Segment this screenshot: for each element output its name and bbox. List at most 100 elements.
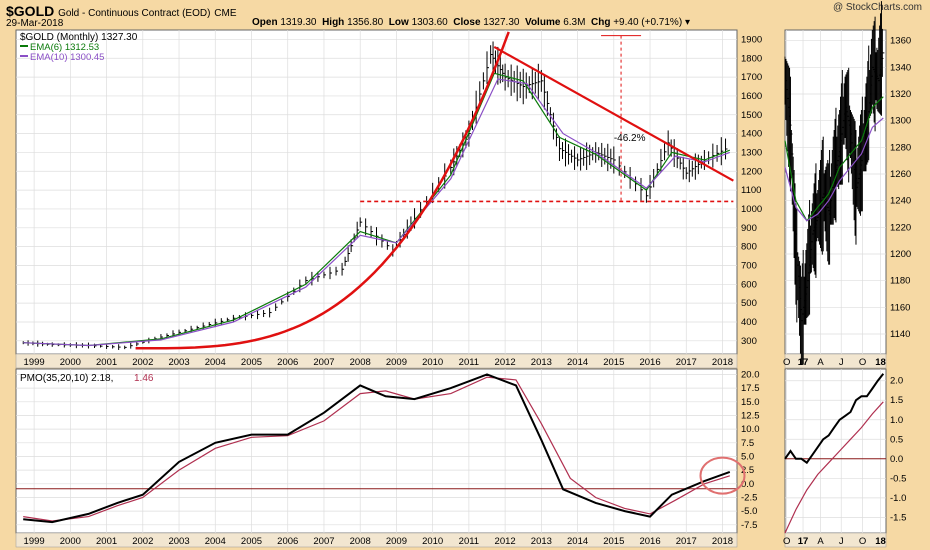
pmo-daily-xtick-label: J [839,536,844,547]
decline-annotation: -46.2% [614,133,646,144]
price-monthly-ytick-label: 1000 [741,204,762,215]
pmo-daily-xtick-label: O [859,536,866,547]
price-monthly-ytick-label: 500 [741,298,757,309]
pmo-monthly-xtick-label: 2002 [132,536,153,547]
price-monthly-xtick-label: 2011 [459,357,479,368]
price-monthly-ytick-label: 1400 [741,129,762,140]
pmo-daily-ytick-label: 1.5 [890,395,903,406]
pmo-daily-xaxis-band [784,532,887,548]
pmo-daily-ytick-label: -1.5 [890,512,906,523]
price-monthly-ytick-label: 1800 [741,53,762,64]
pmo-daily-ytick-label: 0.0 [890,454,903,465]
pmo-monthly-xtick-label: 2018 [712,536,733,547]
pmo-monthly-xtick-label: 1999 [24,536,45,547]
price-daily-ytick-label: 1360 [890,36,911,47]
close-label: Close [453,17,481,28]
pmo-panel-monthly: -7.5 -5.0 -2.5 0.0 2.5 5.0 7.5 10.0 12.5 15.0 17.5… [15,368,760,548]
pmo-daily-signal-line [784,401,884,534]
legend-price: $GOLD (Monthly) 1327.30 [20,32,138,43]
pmo-monthly-xtick-label: 2005 [241,536,262,547]
open-label: Open [252,17,278,28]
price-daily-ytick-label: 1220 [890,222,911,233]
price-daily-ytick-label: 1320 [890,89,911,100]
pmo-monthly-ytick-label: 15.0 [741,397,760,408]
pmo-daily-ytick-label: -0.5 [890,473,906,484]
pmo-daily-ytick-label: 1.0 [890,415,903,426]
pmo-monthly-ytick-label: 5.0 [741,451,754,462]
volume-label: Volume [525,17,561,28]
price-monthly-xtick-label: 2009 [386,357,407,368]
chevron-down-icon[interactable]: ▾ [684,17,690,28]
price-monthly-xaxis-band [15,353,738,369]
price-monthly-xtick-label: 2007 [313,357,334,368]
pmo-monthly-xtick-label: 2011 [459,536,479,547]
watermark: @ StockCharts.com [832,2,922,13]
legend-ema10: EMA(10) 1300.45 [30,52,104,63]
pmo-daily-line [784,373,885,465]
price-daily-ytick-label: 1300 [890,116,911,127]
pmo-daily-xtick-label: A [817,536,824,547]
price-daily-ytick-label: 1340 [890,62,911,73]
ema6-line-daily [784,96,884,222]
price-monthly-xtick-label: 2012 [495,357,516,368]
open-value: 1319.30 [280,17,317,28]
pmo-monthly-xtick-label: 2008 [350,536,371,547]
pmo-signal-line [23,376,730,522]
pmo-monthly-ytick-label: -5.0 [741,506,757,517]
price-daily-xtick-label: J [839,357,844,368]
pmo-monthly-ytick-label: 20.0 [741,369,760,380]
low-value: 1303.60 [411,17,448,28]
pmo-daily-ytick-label: 0.5 [890,434,903,445]
price-monthly-xtick-label: 2008 [350,357,371,368]
pmo-monthly-xtick-label: 2010 [422,536,443,547]
price-daily-ytick-label: 1160 [890,302,910,313]
description: Gold - Continuous Contract (EOD) [58,8,211,19]
legend-pmo-signal: 1.46 [134,373,154,384]
price-monthly-xtick-label: 2010 [422,357,443,368]
price-daily-ytick-label: 1280 [890,142,911,153]
price-monthly-xtick-label: 2004 [205,357,226,368]
price-monthly-ytick-label: 1200 [741,166,762,177]
pmo-monthly-ytick-label: 0.0 [741,479,754,490]
price-monthly-xtick-label: 2001 [96,357,117,368]
price-monthly-ytick-label: 900 [741,223,757,234]
price-monthly-xtick-label: 2017 [676,357,697,368]
ohlc-bar: Open 1319.30 High 1356.80 Low 1303.60 Cl… [252,17,690,28]
price-monthly-ytick-label: 400 [741,317,757,328]
price-daily-ytick-label: 1140 [890,329,910,340]
pmo-daily-ytick-label: 2.0 [890,376,903,387]
price-monthly-xtick-label: 2014 [567,357,588,368]
price-monthly-xtick-label: 1999 [24,357,45,368]
price-daily-ytick-label: 1180 [890,276,910,287]
pmo-monthly-ytick-label: 7.5 [741,438,754,449]
pmo-monthly-xtick-label: 2015 [603,536,624,547]
price-monthly-ytick-label: 600 [741,279,757,290]
pmo-monthly-ytick-label: 10.0 [741,424,760,435]
chg-label: Chg [590,17,611,28]
pmo-monthly-xtick-label: 2000 [60,536,81,547]
pmo-monthly-xtick-label: 2009 [386,536,407,547]
price-monthly-xtick-label: 2015 [603,357,624,368]
price-daily-ytick-label: 1200 [890,249,911,260]
price-monthly-xtick-label: 2006 [277,357,298,368]
price-daily-xtick-label: 18 [875,357,886,368]
price-monthly-ytick-label: 700 [741,260,757,271]
symbol[interactable]: $GOLD [6,3,55,19]
legend-ema6-swatch [20,45,28,47]
chart-date: 29-Mar-2018 [6,18,64,29]
pmo-monthly-xtick-label: 2007 [313,536,334,547]
legend-ema10-swatch [20,55,28,57]
pmo-monthly-frame [15,368,738,534]
pmo-monthly-xtick-label: 2013 [531,536,552,547]
pmo-monthly-ytick-label: -7.5 [741,520,757,531]
ema10-line [23,78,731,347]
pmo-monthly-xtick-label: 2006 [277,536,298,547]
highlight-circle [699,456,746,495]
pmo-monthly-ytick-label: 17.5 [741,383,760,394]
price-monthly-ytick-label: 1700 [741,72,762,83]
price-daily-ytick-label: 1240 [890,196,911,207]
exchange: CME [214,8,237,19]
price-panel-monthly: 300 400 500 600 700 800 900 1000 1100 1200 1300 140… [15,29,762,369]
pmo-monthly-xtick-label: 2001 [96,536,117,547]
